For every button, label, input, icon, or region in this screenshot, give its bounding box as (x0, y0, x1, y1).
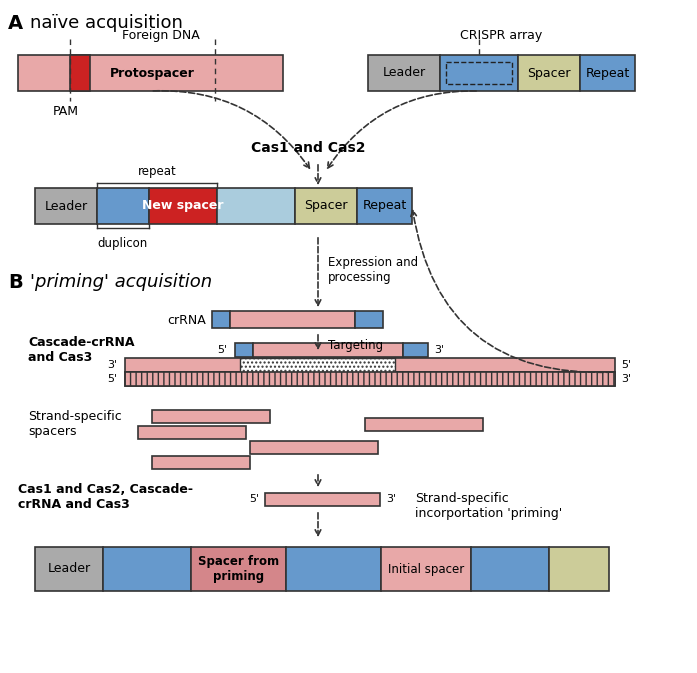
Text: PAM: PAM (53, 105, 79, 118)
Bar (240, 358, 395, 372)
Text: CRISPR array: CRISPR array (461, 28, 543, 42)
Text: crRNA: crRNA (167, 314, 206, 326)
Text: naïve acquisition: naïve acquisition (30, 14, 183, 32)
Text: Strand-specific
incorportation 'priming': Strand-specific incorportation 'priming' (415, 492, 562, 520)
Text: Leader: Leader (383, 67, 426, 79)
Bar (365, 418, 483, 431)
Bar (235, 343, 253, 357)
Bar (295, 188, 357, 224)
Text: 3': 3' (386, 495, 396, 505)
Text: duplicon: duplicon (98, 237, 148, 250)
Bar (286, 547, 381, 591)
Text: Foreign DNA: Foreign DNA (121, 28, 199, 42)
Text: Cas1 and Cas2, Cascade-
crRNA and Cas3: Cas1 and Cas2, Cascade- crRNA and Cas3 (18, 483, 193, 511)
Text: Expression and
processing: Expression and processing (328, 256, 418, 284)
Bar (265, 493, 380, 506)
Bar (549, 547, 609, 591)
Bar (446, 62, 512, 84)
Text: 3': 3' (107, 360, 117, 370)
Text: 5': 5' (107, 374, 117, 384)
Bar (125, 372, 615, 386)
Text: B: B (8, 273, 23, 292)
Bar (580, 55, 635, 91)
Text: New spacer: New spacer (142, 199, 224, 213)
Text: 3': 3' (621, 374, 631, 384)
Text: Leader: Leader (45, 199, 88, 213)
Text: Repeat: Repeat (362, 199, 406, 213)
Bar (138, 426, 246, 439)
Text: 5': 5' (621, 360, 631, 370)
Text: Protospacer: Protospacer (110, 67, 195, 79)
Bar (440, 55, 518, 91)
Bar (368, 55, 440, 91)
Text: 5': 5' (217, 345, 227, 355)
Bar (103, 547, 191, 591)
Text: Strand-specific
spacers: Strand-specific spacers (28, 410, 122, 438)
Bar (250, 441, 378, 454)
Text: repeat: repeat (137, 165, 176, 178)
Bar (125, 372, 615, 386)
Bar (97, 188, 149, 224)
Text: 'priming' acquisition: 'priming' acquisition (30, 273, 212, 291)
Bar (212, 311, 230, 328)
Text: Spacer: Spacer (527, 67, 571, 79)
Bar (35, 547, 103, 591)
Bar (191, 547, 286, 591)
Bar (70, 55, 90, 91)
Bar (18, 55, 283, 91)
Text: Initial spacer: Initial spacer (388, 563, 464, 575)
Bar (230, 311, 355, 328)
Text: Cascade-crRNA
and Cas3: Cascade-crRNA and Cas3 (28, 336, 135, 364)
Text: A: A (8, 14, 23, 33)
Text: Repeat: Repeat (585, 67, 629, 79)
Text: Spacer from
priming: Spacer from priming (198, 555, 279, 583)
Bar (149, 188, 217, 224)
Text: Targeting: Targeting (328, 339, 383, 351)
Bar (152, 456, 250, 469)
Bar (403, 343, 428, 357)
Bar (471, 547, 549, 591)
Bar (381, 547, 471, 591)
Text: Leader: Leader (47, 563, 91, 575)
Bar (253, 343, 403, 357)
Text: 5': 5' (249, 495, 259, 505)
Bar (152, 410, 270, 423)
Bar (125, 358, 615, 372)
Bar (357, 188, 412, 224)
Bar (217, 188, 295, 224)
Text: Spacer: Spacer (305, 199, 348, 213)
Bar (35, 188, 97, 224)
Text: 3': 3' (434, 345, 444, 355)
Bar (518, 55, 580, 91)
Text: Cas1 and Cas2: Cas1 and Cas2 (251, 141, 365, 155)
Bar (355, 311, 383, 328)
